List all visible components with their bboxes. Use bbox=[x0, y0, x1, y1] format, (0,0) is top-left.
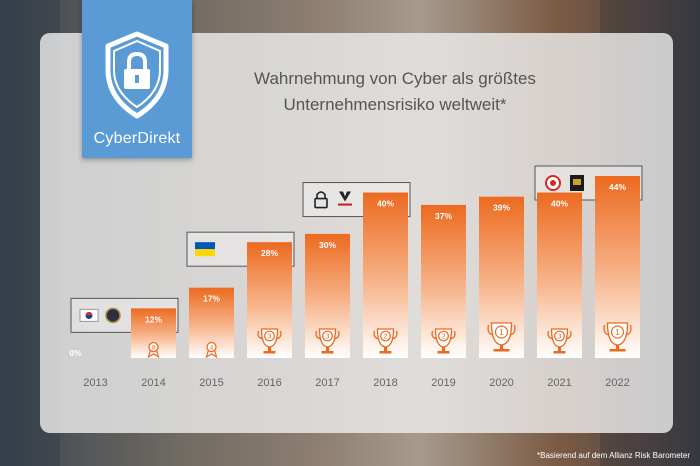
trophy-rank-icon: 3 bbox=[257, 328, 282, 354]
bar-value-label: 17% bbox=[203, 294, 220, 304]
bar-group: 30% 3 2017 bbox=[305, 233, 350, 389]
bar-value-label: 44% bbox=[609, 182, 626, 192]
svg-text:3: 3 bbox=[268, 334, 272, 341]
shield-lock-icon bbox=[105, 31, 169, 119]
x-tick-label: 2018 bbox=[373, 377, 397, 389]
svg-text:2: 2 bbox=[384, 334, 388, 341]
chart-title-line: Wahrnehmung von Cyber als größtes bbox=[254, 69, 536, 88]
x-tick-label: 2020 bbox=[489, 377, 513, 389]
trophy-rank-icon: 2 bbox=[373, 328, 398, 354]
bar-value-label: 40% bbox=[551, 199, 568, 209]
x-tick-label: 2014 bbox=[141, 377, 165, 389]
trophy-rank-icon: 1 bbox=[487, 322, 516, 352]
x-tick-label: 2019 bbox=[431, 377, 455, 389]
svg-text:3: 3 bbox=[326, 334, 330, 341]
x-tick-label: 2016 bbox=[257, 377, 281, 389]
bar-value-label: 0% bbox=[69, 348, 82, 358]
x-tick-label: 2015 bbox=[199, 377, 223, 389]
bar-value-label: 37% bbox=[435, 211, 452, 221]
ribbon-rank-icon: 8 bbox=[147, 341, 160, 359]
bar-value-label: 40% bbox=[377, 199, 394, 209]
korea-flag-icon bbox=[79, 308, 99, 322]
padlock-icon bbox=[314, 191, 328, 209]
footnote: *Basierend auf dem Allianz Risk Baromete… bbox=[537, 451, 690, 460]
trophy-rank-icon: 1 bbox=[603, 322, 632, 352]
svg-text:1: 1 bbox=[499, 327, 504, 337]
svg-text:2: 2 bbox=[442, 334, 446, 341]
x-tick-label: 2013 bbox=[83, 377, 107, 389]
svg-text:4: 4 bbox=[210, 346, 214, 352]
x-tick-label: 2021 bbox=[547, 377, 571, 389]
trophy-rank-icon: 3 bbox=[547, 328, 572, 354]
seal-icon bbox=[105, 307, 121, 324]
x-tick-label: 2022 bbox=[605, 377, 629, 389]
chart-title-line: Unternehmensrisiko weltweit* bbox=[283, 95, 507, 114]
bar-group: 44% 1 2022 bbox=[595, 176, 640, 389]
bar-value-label: 39% bbox=[493, 203, 510, 213]
ribbon-rank-icon: 4 bbox=[205, 341, 218, 359]
ukraine-flag-icon bbox=[195, 242, 215, 257]
bar-group: 39% 1 2020 bbox=[479, 196, 524, 389]
bar-group: 40% 3 2021 bbox=[537, 192, 582, 389]
hf-logo-icon bbox=[570, 175, 584, 191]
bar-group: 12% 8 2014 bbox=[131, 308, 176, 389]
bar-group: 17% 4 2015 bbox=[189, 287, 234, 389]
cyberdirekt-logo: CyberDirekt bbox=[82, 0, 192, 158]
x-tick-label: 2017 bbox=[315, 377, 339, 389]
svg-text:8: 8 bbox=[152, 346, 156, 352]
trophy-rank-icon: 2 bbox=[431, 328, 456, 354]
bar-value-label: 28% bbox=[261, 248, 278, 258]
chart-title: Wahrnehmung von Cyber als größtes Untern… bbox=[230, 66, 560, 118]
bar-value-label: 30% bbox=[319, 240, 336, 250]
svg-text:1: 1 bbox=[615, 327, 620, 337]
wolf-logo-icon bbox=[338, 191, 352, 206]
bar-group: 40% 2 2018 bbox=[363, 192, 408, 389]
svg-text:3: 3 bbox=[558, 334, 562, 341]
red-logo-icon bbox=[545, 175, 561, 191]
bar-group: 37% 2 2019 bbox=[421, 204, 466, 389]
trophy-rank-icon: 3 bbox=[315, 328, 340, 354]
brand-name: CyberDirekt bbox=[93, 130, 181, 147]
bar-group: 0% 2013 bbox=[69, 348, 107, 389]
bar-value-label: 12% bbox=[145, 314, 162, 324]
bar-group: 28% 3 2016 bbox=[247, 242, 292, 389]
